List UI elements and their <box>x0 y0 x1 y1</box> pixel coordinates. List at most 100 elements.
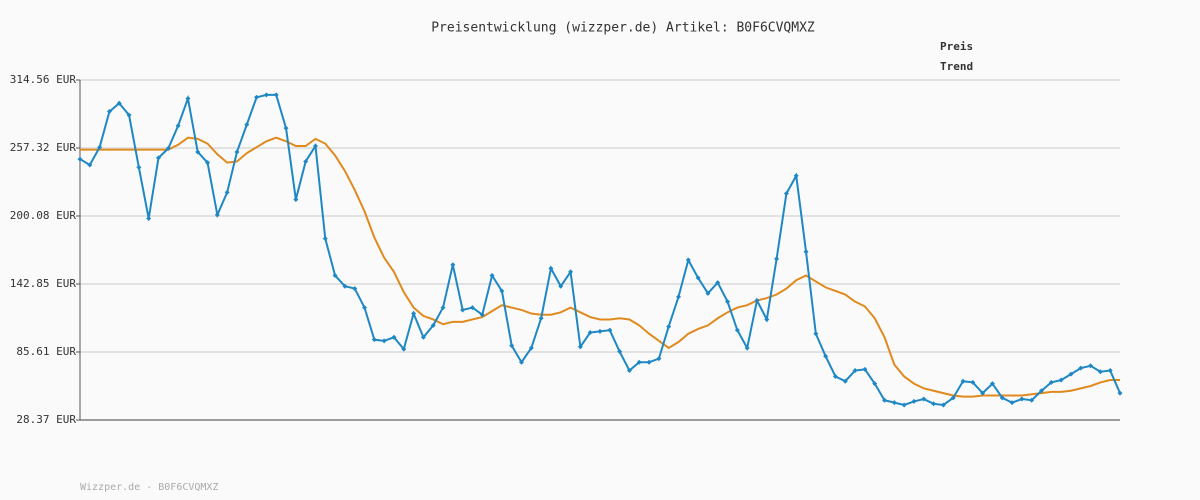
point <box>381 338 387 344</box>
point <box>950 395 956 401</box>
legend-entry: Trend <box>940 60 973 73</box>
y-tick-label: 314.56 EUR <box>10 73 77 86</box>
point <box>989 381 995 387</box>
point <box>97 144 103 150</box>
point <box>499 288 505 294</box>
point <box>695 275 701 281</box>
point <box>312 143 318 149</box>
point <box>1097 369 1103 375</box>
point <box>940 402 946 408</box>
point <box>224 189 230 195</box>
point <box>401 346 407 352</box>
point <box>999 395 1005 401</box>
point <box>764 316 770 322</box>
point <box>175 123 181 129</box>
chart-title: Preisentwicklung (wizzper.de) Artikel: B… <box>431 21 815 36</box>
point <box>332 273 338 279</box>
point <box>1029 397 1035 403</box>
point <box>136 164 142 170</box>
point <box>411 311 417 317</box>
point <box>931 401 937 407</box>
point <box>214 212 220 218</box>
point <box>509 343 515 349</box>
point <box>303 158 309 164</box>
point <box>823 353 829 359</box>
point <box>921 396 927 402</box>
point <box>754 297 760 303</box>
point <box>126 112 132 118</box>
point <box>263 92 269 98</box>
point <box>577 344 583 350</box>
point <box>1088 363 1094 369</box>
point <box>734 327 740 333</box>
point <box>970 379 976 385</box>
point <box>1039 388 1045 394</box>
point <box>685 257 691 263</box>
point <box>195 149 201 155</box>
point <box>528 345 534 351</box>
point <box>725 299 731 305</box>
point <box>882 397 888 403</box>
point <box>254 94 260 100</box>
point <box>901 402 907 408</box>
point <box>626 368 632 374</box>
point <box>587 330 593 336</box>
point <box>675 294 681 300</box>
point <box>1019 396 1025 402</box>
point <box>430 322 436 328</box>
point <box>342 283 348 289</box>
point <box>783 191 789 197</box>
point <box>244 122 250 128</box>
point <box>793 173 799 179</box>
point <box>352 286 358 292</box>
point <box>106 109 112 115</box>
point <box>77 156 83 162</box>
point <box>744 345 750 351</box>
point <box>832 373 838 379</box>
point <box>607 327 613 333</box>
point <box>479 312 485 318</box>
point <box>1058 377 1064 383</box>
point <box>362 305 368 311</box>
point <box>440 305 446 311</box>
point <box>617 349 623 355</box>
point <box>293 196 299 202</box>
point <box>803 249 809 255</box>
point <box>705 290 711 296</box>
point <box>1068 371 1074 377</box>
point <box>1117 390 1123 396</box>
point <box>548 265 554 271</box>
point <box>646 359 652 365</box>
series-line <box>79 93 1121 407</box>
point <box>715 280 721 286</box>
point <box>842 378 848 384</box>
point <box>155 155 161 161</box>
y-tick-label: 28.37 EUR <box>16 413 76 426</box>
point <box>322 236 328 242</box>
point <box>273 92 279 98</box>
point <box>489 273 495 279</box>
point <box>1048 379 1054 385</box>
point <box>656 356 662 362</box>
point <box>891 400 897 406</box>
footer: Wizzper.de - B0F6CVQMXZ <box>80 482 218 493</box>
point <box>666 324 672 330</box>
point <box>450 262 456 268</box>
point <box>1078 365 1084 371</box>
point <box>568 269 574 275</box>
point <box>911 398 917 404</box>
legend-entry: Preis <box>940 40 973 53</box>
y-tick-label: 142.85 EUR <box>10 277 77 290</box>
point <box>469 305 475 311</box>
series-line <box>80 136 1120 398</box>
point <box>872 381 878 387</box>
point <box>813 331 819 337</box>
point <box>960 378 966 384</box>
point <box>980 390 986 396</box>
point <box>205 160 211 166</box>
point <box>597 328 603 334</box>
y-tick-label: 200.08 EUR <box>10 209 77 222</box>
y-tick-label: 257.32 EUR <box>10 141 77 154</box>
point <box>146 215 152 221</box>
